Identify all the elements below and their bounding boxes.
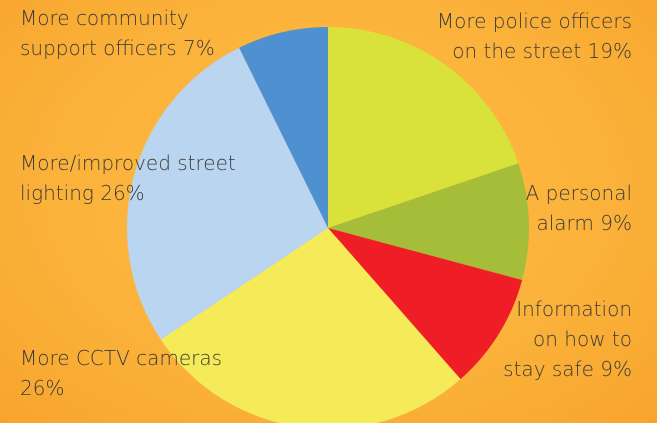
value-label: 26% xyxy=(100,181,145,205)
pie-slice xyxy=(239,27,328,228)
category-label: Information on how to stay safe xyxy=(503,297,632,381)
value-label: 19% xyxy=(587,39,632,63)
slice-label: More CCTV cameras 26% xyxy=(20,343,235,403)
pie-slice xyxy=(328,228,523,380)
slice-label: More community support officers 7% xyxy=(20,3,235,63)
value-label: 9% xyxy=(600,211,632,235)
slice-label: A personal alarm 9% xyxy=(502,178,632,238)
pie-slice xyxy=(328,163,529,281)
value-label: 9% xyxy=(600,357,632,381)
category-label: More police officers on the street xyxy=(436,9,632,63)
slice-label: More/improved street lighting 26% xyxy=(20,148,260,208)
slice-label: Information on how to stay safe 9% xyxy=(502,294,632,384)
value-label: 26% xyxy=(20,376,65,400)
category-label: A personal alarm xyxy=(525,181,632,235)
pie-slice xyxy=(160,228,461,423)
slice-label: More police officers on the street 19% xyxy=(412,6,632,66)
category-label: More/improved street lighting xyxy=(20,151,236,205)
category-label: More community support officers xyxy=(20,6,189,60)
pie-slice xyxy=(127,47,328,340)
value-label: 7% xyxy=(183,36,215,60)
pie-slice xyxy=(328,27,519,228)
category-label: More CCTV cameras xyxy=(20,346,223,370)
